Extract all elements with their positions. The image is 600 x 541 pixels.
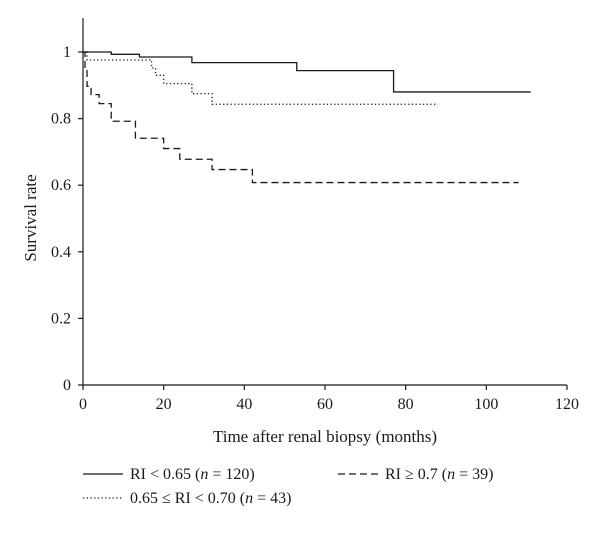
axes: 0 20 40 60 80 100 120 0 0.2 0.4 0.6 0.8 1 [51,18,579,413]
legend-label-pre: 0.65 ≤ RI < 0.70 ( [130,490,245,507]
y-tick-label: 0.6 [51,177,71,194]
y-tick-label: 0 [63,377,71,394]
legend-label-post: = 120) [208,466,254,483]
legend-label-n: n [200,466,208,483]
y-tick-label: 0.2 [51,310,71,327]
legend-label-n: n [245,490,253,507]
series-line-dashed [83,51,519,184]
legend-label-post: = 39) [455,466,493,483]
x-tick-label: 0 [79,396,87,413]
legend-label-n: n [447,466,455,483]
legend: RI < 0.65 (n = 120) RI ≥ 0.7 (n = 39)0.65… [83,466,493,507]
legend-label: RI ≥ 0.7 (n = 39) [385,466,493,483]
x-tick-label: 20 [156,396,172,413]
legend-label-post: = 43) [253,490,291,507]
legend-label-pre: RI ≥ 0.7 ( [385,466,447,483]
y-tick-label: 1 [63,44,71,61]
x-tick-label: 60 [317,396,333,413]
x-tick-label: 100 [474,396,498,413]
legend-label: 0.65 ≤ RI < 0.70 (n = 43) [130,490,292,507]
x-axis-title: Time after renal biopsy (months) [213,427,437,446]
series-line-solid [83,51,531,93]
y-axis-title: Survival rate [21,174,40,261]
legend-label-pre: RI < 0.65 ( [130,466,200,483]
series-layer [83,51,531,184]
y-tick-label: 0.4 [51,244,71,261]
legend-label: RI < 0.65 (n = 120) [130,466,255,483]
x-tick-label: 80 [398,396,414,413]
series-line-dotted [83,51,438,105]
x-tick-label: 40 [236,396,252,413]
y-tick-label: 0.8 [51,111,71,128]
x-tick-label: 120 [555,396,579,413]
